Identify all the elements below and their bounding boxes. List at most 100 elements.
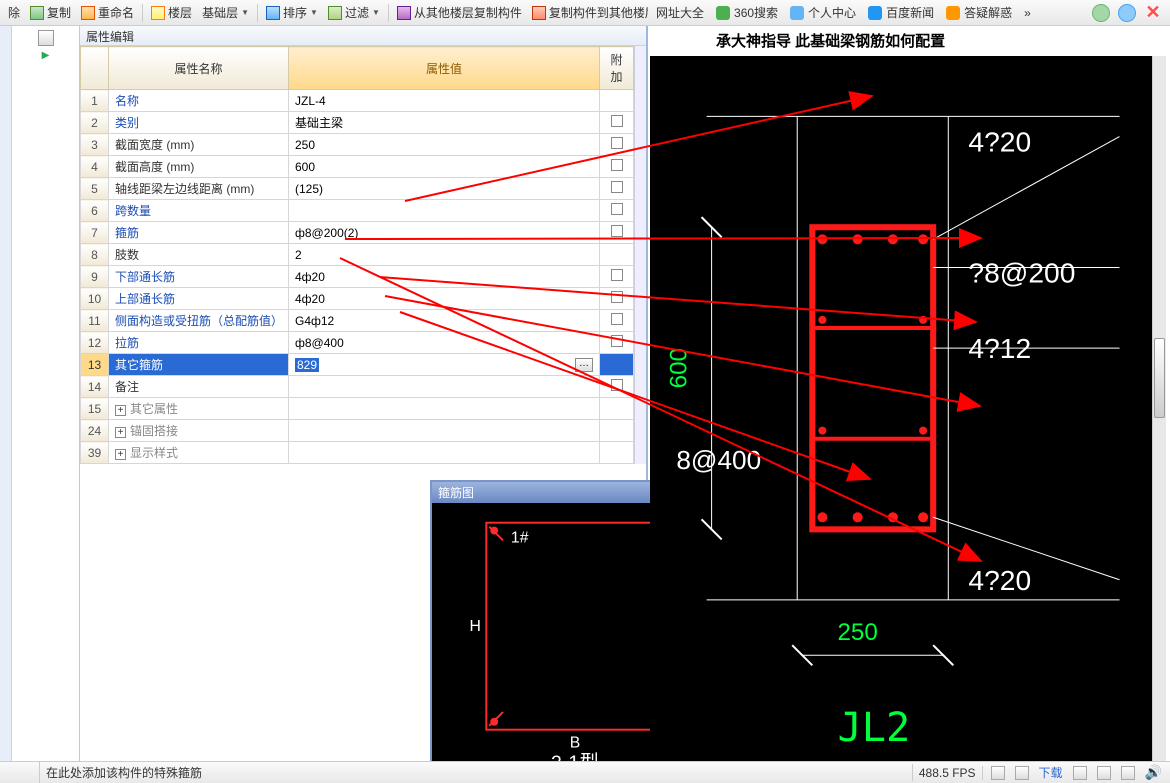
qa-link[interactable]: 答疑解惑 [946, 4, 1012, 21]
strip-tool-1[interactable] [38, 30, 54, 46]
extra-checkbox-cell[interactable] [600, 90, 634, 112]
sound-icon[interactable]: 🔊 [1145, 764, 1162, 781]
checkbox[interactable] [611, 379, 623, 391]
ellipsis-button[interactable]: … [575, 358, 593, 372]
sb-tool-1[interactable] [991, 766, 1005, 780]
strip-arrow-icon[interactable]: ▶ [42, 50, 50, 61]
expand-button[interactable]: + [115, 405, 126, 416]
copy-to-button[interactable]: 复制构件到其他楼层 [528, 2, 661, 23]
cad-canvas[interactable]: 4?20 ?8@200 4?12 8@400 4?20 600 250 JL2 [650, 56, 1166, 761]
sort-button[interactable]: 排序 ▼ [262, 2, 322, 23]
expand-button[interactable]: + [115, 449, 126, 460]
checkbox[interactable] [611, 313, 623, 325]
checkbox[interactable] [611, 291, 623, 303]
table-row[interactable]: 9下部通长筋4ф20 [81, 266, 634, 288]
extra-checkbox-cell[interactable] [600, 156, 634, 178]
header-name: 属性名称 [109, 47, 289, 90]
property-value[interactable]: G4ф12 [289, 310, 600, 332]
property-value[interactable]: 4ф20 [289, 266, 600, 288]
extra-checkbox-cell[interactable] [600, 200, 634, 222]
property-value[interactable]: ф8@400 [289, 332, 600, 354]
stirrup-axis-h: H [470, 618, 481, 635]
table-row[interactable]: 14备注 [81, 376, 634, 398]
property-value[interactable]: 250 [289, 134, 600, 156]
personal-link[interactable]: 个人中心 [790, 4, 856, 21]
checkbox[interactable] [611, 203, 623, 215]
checkbox[interactable] [611, 115, 623, 127]
sb-tool-3[interactable] [1073, 766, 1087, 780]
table-row[interactable]: 6跨数量 [81, 200, 634, 222]
table-row[interactable]: 7箍筋ф8@200(2) [81, 222, 634, 244]
chevron-down-icon: ▼ [310, 8, 318, 17]
sb-tool-4[interactable] [1097, 766, 1111, 780]
checkbox[interactable] [611, 225, 623, 237]
extra-checkbox-cell[interactable] [600, 244, 634, 266]
checkbox[interactable] [611, 137, 623, 149]
table-row[interactable]: 1名称JZL-4 [81, 90, 634, 112]
property-value[interactable]: 829… [289, 354, 600, 376]
property-value[interactable]: ф8@200(2) [289, 222, 600, 244]
extra-checkbox-cell[interactable] [600, 112, 634, 134]
extra-checkbox-cell[interactable] [600, 398, 634, 420]
sb-tool-5[interactable] [1121, 766, 1135, 780]
property-value[interactable]: (125) [289, 178, 600, 200]
sb-tool-2[interactable] [1015, 766, 1029, 780]
table-row[interactable]: 2类别基础主梁 [81, 112, 634, 134]
extra-checkbox-cell[interactable] [600, 134, 634, 156]
status-green-icon[interactable] [1092, 4, 1110, 22]
table-row[interactable]: 13其它箍筋829… [81, 354, 634, 376]
table-row[interactable]: 11侧面构造或受扭筋（总配筋值）G4ф12 [81, 310, 634, 332]
table-row[interactable]: 24+锚固搭接 [81, 420, 634, 442]
checkbox[interactable] [611, 269, 623, 281]
download-label[interactable]: 下载 [1039, 764, 1063, 781]
expand-button[interactable]: + [115, 427, 126, 438]
extra-checkbox-cell[interactable] [600, 420, 634, 442]
extra-checkbox-cell[interactable] [600, 178, 634, 200]
extra-checkbox-cell[interactable] [600, 288, 634, 310]
extra-checkbox-cell[interactable] [600, 332, 634, 354]
table-row[interactable]: 39+显示样式 [81, 442, 634, 464]
checkbox[interactable] [611, 335, 623, 347]
extra-checkbox-cell[interactable] [600, 266, 634, 288]
property-value[interactable] [289, 376, 600, 398]
copy-button[interactable]: 复制 [26, 2, 75, 23]
360search-link[interactable]: 360搜索 [716, 4, 778, 21]
close-icon[interactable]: ✕ [1144, 4, 1162, 22]
copy-from-button[interactable]: 从其他楼层复制构件 [393, 2, 526, 23]
table-row[interactable]: 3截面宽度 (mm)250 [81, 134, 634, 156]
property-value[interactable] [289, 420, 600, 442]
property-value[interactable]: 基础主梁 [289, 112, 600, 134]
extra-checkbox-cell[interactable] [600, 376, 634, 398]
rename-button[interactable]: 重命名 [77, 2, 138, 23]
checkbox[interactable] [611, 181, 623, 193]
sites-link[interactable]: 网址大全 [656, 4, 704, 21]
baidu-news-link[interactable]: 百度新闻 [868, 4, 934, 21]
property-value[interactable]: 600 [289, 156, 600, 178]
browser-more[interactable]: » [1024, 6, 1031, 20]
table-row[interactable]: 12拉筋ф8@400 [81, 332, 634, 354]
property-value[interactable]: JZL-4 [289, 90, 600, 112]
table-row[interactable]: 10上部通长筋4ф20 [81, 288, 634, 310]
table-row[interactable]: 5轴线距梁左边线距离 (mm)(125) [81, 178, 634, 200]
filter-button[interactable]: 过滤 ▼ [324, 2, 384, 23]
floor-select[interactable]: 基础层 ▼ [198, 2, 253, 23]
extra-checkbox-cell[interactable] [600, 442, 634, 464]
table-scrollbar[interactable] [634, 46, 646, 464]
property-value[interactable]: 4ф20 [289, 288, 600, 310]
table-row[interactable]: 4截面高度 (mm)600 [81, 156, 634, 178]
property-value[interactable] [289, 398, 600, 420]
cad-scrollbar[interactable] [1152, 56, 1166, 761]
status-blue-icon[interactable] [1118, 4, 1136, 22]
extra-checkbox-cell[interactable] [600, 310, 634, 332]
extra-checkbox-cell[interactable] [600, 222, 634, 244]
scroll-knob[interactable] [1154, 338, 1165, 418]
property-value[interactable]: 2 [289, 244, 600, 266]
property-value[interactable] [289, 442, 600, 464]
table-row[interactable]: 15+其它属性 [81, 398, 634, 420]
statusbar-left [0, 762, 40, 783]
extra-checkbox-cell[interactable] [600, 354, 634, 376]
table-row[interactable]: 8肢数2 [81, 244, 634, 266]
checkbox[interactable] [611, 159, 623, 171]
property-value[interactable] [289, 200, 600, 222]
delete-button[interactable]: 除 [4, 2, 24, 23]
